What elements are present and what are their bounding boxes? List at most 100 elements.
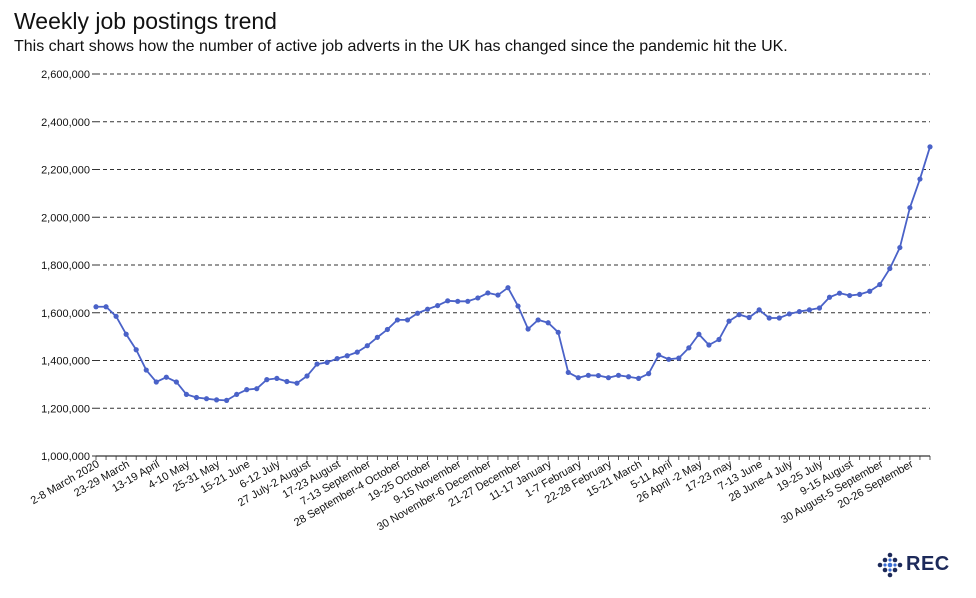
dots-logo-icon	[877, 552, 903, 578]
data-point	[294, 380, 300, 386]
y-axis-tick-labels: 1,000,000 1,200,000 1,400,000 1,600,000 1,80…	[41, 69, 90, 463]
data-point	[746, 314, 752, 321]
data-point	[636, 375, 642, 382]
y-tick-label: 1,400,000	[41, 356, 90, 368]
data-point	[726, 318, 732, 324]
data-point	[394, 317, 401, 323]
data-point	[123, 331, 129, 337]
data-point	[374, 334, 380, 340]
data-point	[163, 374, 169, 380]
data-point	[585, 372, 591, 378]
data-point	[545, 320, 551, 326]
data-point	[334, 355, 340, 362]
data-point	[806, 307, 813, 313]
data-point	[495, 292, 501, 298]
data-point	[917, 176, 923, 182]
data-point	[796, 308, 802, 315]
data-point	[555, 329, 561, 335]
data-point	[605, 375, 612, 381]
data-point	[435, 302, 441, 309]
data-point	[847, 292, 853, 299]
grid-lines	[92, 73, 930, 457]
data-point	[625, 374, 632, 380]
data-point	[404, 317, 411, 323]
data-point	[676, 355, 682, 361]
data-point	[696, 331, 702, 337]
data-point	[927, 144, 933, 150]
data-point	[354, 349, 360, 355]
data-point	[565, 369, 571, 376]
y-tick-label: 1,600,000	[41, 308, 90, 320]
data-point	[646, 371, 652, 377]
x-axis	[95, 456, 931, 460]
data-point	[384, 326, 390, 333]
data-point	[143, 367, 149, 373]
data-point	[173, 379, 179, 385]
data-point	[224, 397, 230, 403]
data-point	[786, 311, 792, 317]
data-point	[284, 378, 290, 385]
data-point	[193, 394, 200, 401]
y-tick-label: 1,000,000	[41, 451, 90, 463]
data-point	[324, 359, 330, 366]
data-point	[264, 377, 270, 383]
data-point	[475, 295, 481, 301]
data-point	[826, 294, 833, 300]
data-point	[887, 265, 893, 272]
data-point	[525, 326, 531, 332]
data-point	[203, 396, 210, 402]
data-point	[907, 205, 913, 211]
data-point	[535, 317, 541, 323]
data-point	[857, 291, 863, 297]
y-tick-label: 2,000,000	[41, 212, 90, 224]
data-point	[424, 306, 431, 312]
data-point	[274, 375, 280, 382]
y-tick-label: 2,400,000	[41, 117, 90, 129]
data-point	[595, 372, 602, 379]
data-point	[93, 304, 99, 310]
logo-text: REC	[906, 553, 950, 575]
data-point	[505, 285, 511, 291]
data-point	[686, 345, 692, 351]
data-point	[897, 244, 903, 251]
data-point	[314, 361, 320, 367]
data-point	[133, 347, 139, 353]
data-point	[103, 304, 109, 310]
rec-logo: REC	[876, 552, 966, 578]
y-tick-label: 2,600,000	[41, 69, 90, 81]
data-point	[766, 315, 772, 321]
data-point	[244, 387, 250, 393]
data-point	[615, 372, 622, 378]
data-point	[575, 375, 581, 381]
data-point	[465, 298, 471, 304]
data-point	[485, 290, 491, 296]
data-point	[445, 298, 451, 304]
data-point	[836, 290, 843, 296]
data-point	[304, 373, 310, 379]
series-layer	[93, 144, 933, 403]
data-point	[867, 288, 873, 294]
data-point	[113, 313, 119, 319]
data-point	[344, 353, 350, 359]
data-point	[213, 397, 220, 403]
data-point	[716, 336, 722, 343]
data-point	[776, 315, 782, 321]
data-point	[234, 391, 240, 398]
data-point	[816, 305, 823, 311]
chart-subtitle: This chart shows how the number of activ…	[14, 38, 788, 55]
data-point	[153, 379, 159, 385]
data-point	[706, 342, 712, 348]
data-point	[455, 298, 461, 304]
data-point	[736, 312, 742, 318]
data-point	[666, 356, 672, 362]
chart-title: Weekly job postings trend	[14, 8, 277, 34]
data-point	[254, 386, 260, 392]
y-tick-label: 1,200,000	[41, 403, 90, 415]
data-point	[877, 281, 883, 288]
series-line	[96, 146, 931, 402]
y-tick-label: 1,800,000	[41, 260, 90, 272]
y-tick-label: 2,200,000	[41, 165, 90, 177]
data-point	[183, 391, 190, 398]
